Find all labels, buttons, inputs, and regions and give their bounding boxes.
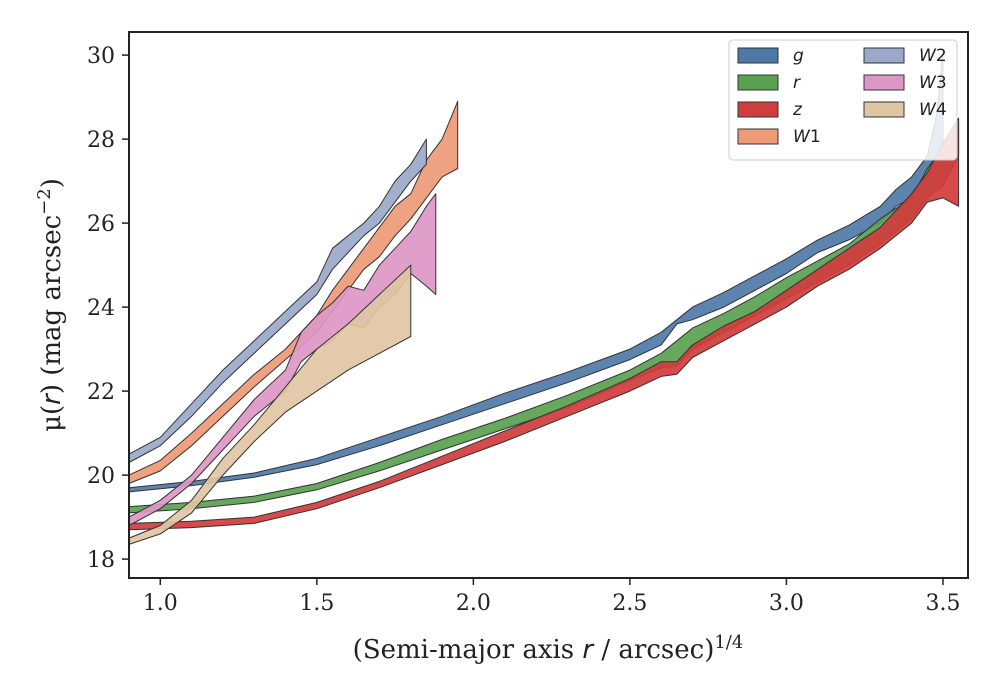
series-layer [128, 50, 960, 545]
series-band-w2 [128, 138, 427, 463]
plot-frame [128, 31, 969, 579]
legend-label-w3: W3 [919, 73, 947, 93]
y-ticks: 18 20 22 24 26 28 30 [87, 44, 129, 573]
y-tick-label: 28 [87, 128, 115, 153]
y-tick-label: 22 [87, 380, 115, 405]
x-axis-label: (Semi-major axis r / arcsec)1/4 [353, 632, 744, 665]
series-band-z [128, 117, 960, 531]
y-tick-label: 18 [87, 548, 115, 573]
x-tick-label: 1.0 [143, 591, 178, 616]
x-tick-label: 2.5 [612, 591, 647, 616]
legend-label-g: g [793, 46, 804, 66]
y-tick-label: 20 [87, 464, 115, 489]
y-tick-label: 26 [87, 212, 115, 237]
series-band-w4 [128, 264, 412, 545]
y-tick-label: 30 [87, 44, 115, 69]
legend-label-w2: W2 [919, 46, 947, 66]
x-tick-label: 3.5 [925, 591, 960, 616]
legend-swatch-w3 [863, 74, 905, 91]
series-band-r [128, 121, 960, 514]
y-axis-label: μ(r) (mag arcsec−2) [34, 178, 67, 432]
y-tick-label: 24 [87, 296, 115, 321]
x-tick-label: 3.0 [769, 591, 804, 616]
legend-label-w1: W1 [793, 127, 821, 147]
legend-label-w4: W4 [919, 100, 947, 120]
legend-swatch-r [737, 74, 779, 91]
legend-swatch-z [737, 101, 779, 118]
legend-label-r: r [793, 73, 801, 93]
x-ticks: 1.0 1.5 2.0 2.5 3.0 3.5 [143, 578, 960, 616]
legend-swatch-w2 [863, 47, 905, 64]
legend-swatch-w4 [863, 101, 905, 118]
legend: grz W1 W2 W3 W4 [728, 39, 958, 161]
x-tick-label: 1.5 [299, 591, 334, 616]
legend-label-z: z [792, 100, 803, 120]
legend-swatch-g [737, 47, 779, 64]
x-tick-label: 2.0 [456, 591, 491, 616]
legend-swatch-w1 [737, 128, 779, 145]
legend-frame [728, 39, 958, 161]
